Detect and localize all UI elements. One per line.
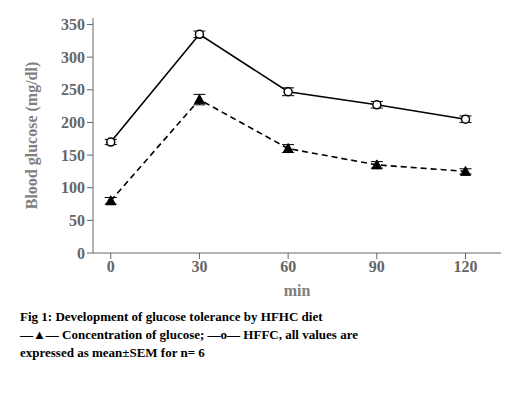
- html-text:Fig 1: Development of glucose: Fig 1: Development of glucose tolerance …: [20, 309, 323, 324]
- svg-text:120: 120: [454, 258, 478, 275]
- svg-text:50: 50: [69, 212, 85, 229]
- svg-text:min: min: [284, 282, 311, 299]
- svg-text:Blood glucose (mg/dl): Blood glucose (mg/dl): [23, 62, 41, 210]
- svg-text:350: 350: [61, 16, 85, 33]
- html-text:expressed as mean±SEM for n= 6: expressed as mean±SEM for n= 6: [20, 345, 205, 360]
- svg-text:60: 60: [280, 258, 296, 275]
- svg-text:300: 300: [61, 49, 85, 66]
- svg-text:200: 200: [61, 114, 85, 131]
- svg-text:100: 100: [61, 179, 85, 196]
- svg-text:250: 250: [61, 81, 85, 98]
- html-text:—▲— Concentration of glucose;: —▲— Concentration of glucose; —o— HFFC, …: [20, 327, 358, 342]
- svg-text:0: 0: [77, 245, 85, 262]
- svg-text:0: 0: [107, 258, 115, 275]
- svg-text:30: 30: [191, 258, 207, 275]
- svg-text:150: 150: [61, 147, 85, 164]
- svg-text:90: 90: [369, 258, 385, 275]
